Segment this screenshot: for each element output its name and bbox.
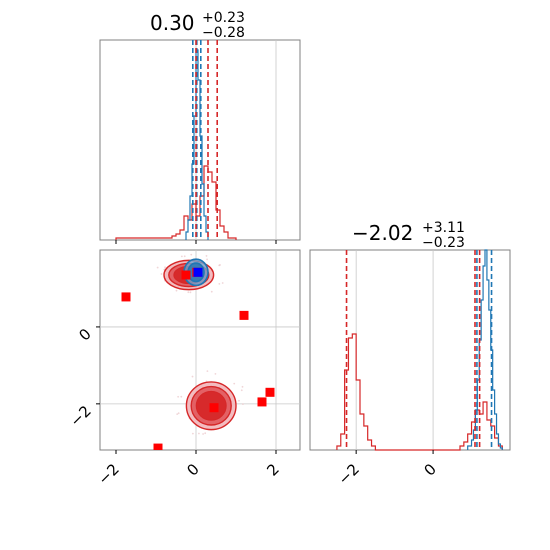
panel-3-red-marker-5 [265,387,275,397]
panel-3-sample-dot [242,403,244,406]
panel-3-red-marker-0 [121,292,131,302]
panel-1-marginal: 0.30 +0.23 −0.28 [99,10,301,244]
panel-3-sample-dot [164,266,166,269]
panel-3-sample-dot [183,255,186,258]
panel-3-red-marker-7 [153,443,163,450]
panel-3-xtick-label-2: 2 [263,460,282,479]
panel-3-markers [121,267,275,450]
panel-3-sample-dot [206,370,209,373]
panel-3-sample-dot [177,395,180,398]
panel-3-sample-dot [189,291,192,294]
panel-3-joint: −2 0 2 −2 0 [66,249,301,488]
panel-2-title-plus: +3.11 [422,220,465,236]
panel-3-red-marker-6 [209,403,219,413]
panel-2-histogram-red [336,333,503,451]
panel-2-title-value: −2.02 [352,221,413,245]
panel-3-sample-dot [233,382,236,385]
panel-3-sample-dot [214,372,217,375]
panel-3-sample-dot [202,433,204,435]
panel-3-sample-dot [198,432,200,435]
panel-3-sample-dot [191,375,194,378]
panel-3-sample-dot [160,273,163,275]
panel-3-sample-dot [240,389,243,392]
panel-1-title-minus: −0.28 [202,25,245,41]
panel-2-title-minus: −0.23 [422,235,465,251]
panel-3-sample-dot [177,412,180,415]
panel-1-quantile-lines [192,40,218,240]
panel-3-sample-dot [204,432,207,435]
panel-3-sample-dot [210,290,213,293]
panel-3-sample-dot [187,291,190,294]
panel-3-sample-dot [190,253,193,256]
panel-3-red-marker-4 [257,397,267,407]
panel-1-title-plus: +0.23 [202,10,245,26]
panel-3-sample-dot [219,264,221,266]
panel-2-xtick-label-1: 0 [420,460,439,479]
panel-1-ticks [115,240,277,244]
panel-3-ytick-label-1: 0 [75,325,94,344]
panel-3-sample-dot [191,432,194,435]
panel-3-sample-dot [241,385,244,388]
panel-1-title: 0.30 [150,11,195,35]
panel-2-ticks: −2 0 [335,450,440,488]
panel-2-marginal: −2 0 −2.02 +3.11 −0.23 [309,220,511,488]
panel-3-red-marker-1 [181,270,191,280]
panel-3-sample-dot [180,255,183,258]
panel-3-sample-dot [238,399,240,402]
panel-3-sample-dot [206,258,208,261]
panel-3-sample-dot [156,266,159,269]
panel-3-sample-dot [218,283,221,285]
panel-2-xtick-label-0: −2 [335,460,363,488]
panel-3-ytick-label-0: −2 [66,402,94,430]
panel-3-sample-dot [221,282,224,284]
panel-3-xtick-label-1: 0 [183,460,202,479]
panel-3-blue-marker-0 [193,267,203,277]
panel-3-xtick-label-0: −2 [94,460,122,488]
panel-3-sample-dot [175,289,178,292]
panel-2-quantile-lines [345,250,493,450]
panel-3-sample-dot [205,255,208,257]
panel-3-sample-dot [180,395,183,398]
panel-1-title-value: 0.30 [150,11,195,35]
panel-3-red-marker-3 [239,310,249,320]
panel-2-title: −2.02 [352,221,413,245]
panel-3-sample-dot [176,413,179,416]
